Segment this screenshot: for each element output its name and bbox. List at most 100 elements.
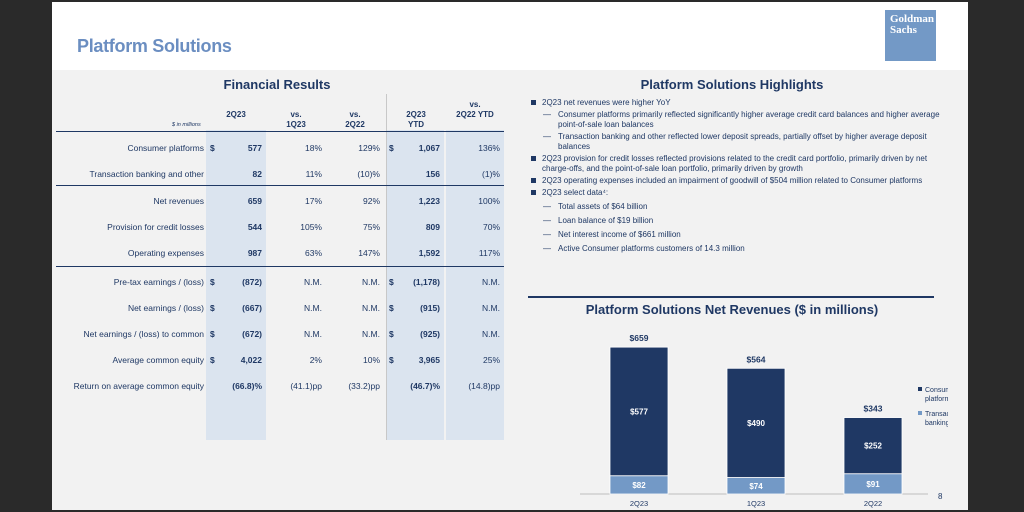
bar-data-label: $82 [632,481,646,490]
dollar-sign: $ [210,355,215,365]
value-vs-2q22-ytd: (14.8)pp [468,381,500,391]
value-vs-2q22-ytd: 117% [478,248,500,258]
highlight-sub-bullet: — Consumer platforms primarily reflected … [543,110,940,129]
bar-total-label: $343 [864,404,883,414]
row-label: Net revenues [153,196,204,206]
value-vs-2q22: N.M. [362,329,380,339]
dollar-sign: $ [210,143,215,153]
col-header-vs-1q23: vs. 1Q23 [286,110,306,129]
chart-title: Platform Solutions Net Revenues ($ in mi… [585,302,879,317]
value-vs-2q22: 92% [362,196,380,206]
rule-net-revenues [56,185,504,186]
logo-line-2: Sachs [890,24,917,36]
page-title: Platform Solutions [77,36,232,56]
rule-header [56,131,504,132]
table-row: Operating expenses 987 63% 147% 1,592 117% [56,240,504,266]
value-vs-2q22-ytd: N.M. [482,329,500,339]
dollar-sign: $ [389,303,394,313]
value-vs-1q23: 17% [304,196,322,206]
highlight-bullet: 2Q23 operating expenses included an impa… [530,176,942,186]
table-row: Net revenues 659 17% 92% 1,223 100% [56,188,504,214]
bar-segment [609,346,669,477]
value-vs-1q23: N.M. [304,303,322,313]
row-label: Pre-tax earnings / (loss) [113,277,204,287]
highlight-sub-bullet: — Active Consumer platforms customers of … [543,244,745,253]
row-label: Average common equity [112,355,204,365]
shade-2q23 [206,130,266,440]
dollar-sign: $ [389,143,394,153]
row-label: Transaction banking and other [89,169,204,179]
dollar-sign: $ [210,329,215,339]
row-label: Operating expenses [127,248,204,258]
section-divider [528,296,934,298]
col-header-2q23: 2Q23 [226,110,246,119]
legend-swatch [918,411,922,415]
value-vs-2q22: 147% [358,248,380,258]
value-vs-1q23: 63% [304,248,322,258]
highlights-list: 2Q23 net revenues were higher YoY — Consu… [530,98,942,256]
dollar-sign: $ [389,277,394,287]
bar-data-label: $252 [864,442,882,451]
bar-total-label: $659 [630,333,649,343]
value-2q23: 82 [252,169,262,179]
table-row: Transaction banking and other 82 11% (10)% 1… [56,161,504,187]
value-vs-2q22-ytd: 136% [478,143,500,153]
value-vs-1q23: 2% [309,355,322,365]
bar-segment [726,367,786,478]
bar-data-label: $91 [866,480,880,489]
bar-data-label: $74 [749,482,763,491]
value-vs-2q22-ytd: 100% [478,196,500,206]
highlight-bullet: 2Q23 provision for credit losses reflect… [530,154,942,174]
value-2q23-ytd: 809 [425,222,440,232]
divider-qtd-ytd [386,94,387,440]
table-row: Pre-tax earnings / (loss) $ (872) N.M. N.M. $… [56,269,504,295]
shade-ytd-vs [446,130,504,440]
value-2q23-ytd: (46.7)% [410,381,440,391]
value-vs-2q22-ytd: 70% [482,222,500,232]
legend-label: platforms [925,396,948,403]
col-header-2q23-ytd: 2Q23 YTD [406,110,426,129]
value-2q23: 544 [247,222,262,232]
content-area [52,70,968,510]
value-2q23-ytd: (925) [420,329,440,339]
value-2q23-ytd: 1,592 [418,248,440,258]
value-2q23-ytd: 3,965 [418,355,440,365]
value-2q23: (872) [242,277,262,287]
bar-segment [843,417,903,475]
value-2q23-ytd: 1,067 [418,143,440,153]
bar-data-label: $577 [630,407,648,416]
value-vs-2q22: 10% [362,355,380,365]
dollar-sign: $ [389,329,394,339]
x-tick-label: 1Q23 [747,499,765,508]
value-vs-2q22-ytd: N.M. [482,303,500,313]
value-2q23: 987 [247,248,262,258]
table-row: Net earnings / (loss) $ (667) N.M. N.M. $ (915… [56,295,504,321]
slide: Platform Solutions Goldman Sachs Financi… [52,2,968,510]
col-header-vs-2q22-ytd: vs. 2Q22 YTD [456,100,494,119]
table-row: Return on average common equity (66.8)% (4… [56,373,504,399]
value-2q23: 4,022 [240,355,262,365]
header-band [52,2,968,70]
highlight-sub-bullet: — Transaction banking and other reflected… [543,132,927,151]
row-label: Return on average common equity [73,381,204,391]
units-label: $ in millions [172,122,201,128]
shade-ytd [386,130,444,440]
value-2q23: 577 [247,143,262,153]
value-vs-2q22: (10)% [357,169,380,179]
value-vs-1q23: N.M. [304,277,322,287]
row-label: Consumer platforms [127,143,204,153]
highlights-title: Platform Solutions Highlights [640,77,824,92]
table-row: Net earnings / (loss) to common $ (672) N.M… [56,321,504,347]
value-vs-2q22-ytd: N.M. [482,277,500,287]
table-row: Provision for credit losses 544 105% 75% 809… [56,214,504,240]
value-vs-1q23: 105% [300,222,322,232]
bar-total-label: $564 [747,354,766,364]
x-tick-label: 2Q22 [864,499,882,508]
highlight-sub-bullet: — Total assets of $64 billion [543,202,648,211]
value-vs-2q22: N.M. [362,277,380,287]
logo-line-1: Goldman [890,13,935,25]
value-vs-2q22: (33.2)pp [348,381,380,391]
table-row: Consumer platforms $577 18% 129% $1,067 136% [56,135,504,161]
financial-results-title: Financial Results [223,77,331,92]
value-vs-2q22: N.M. [362,303,380,313]
